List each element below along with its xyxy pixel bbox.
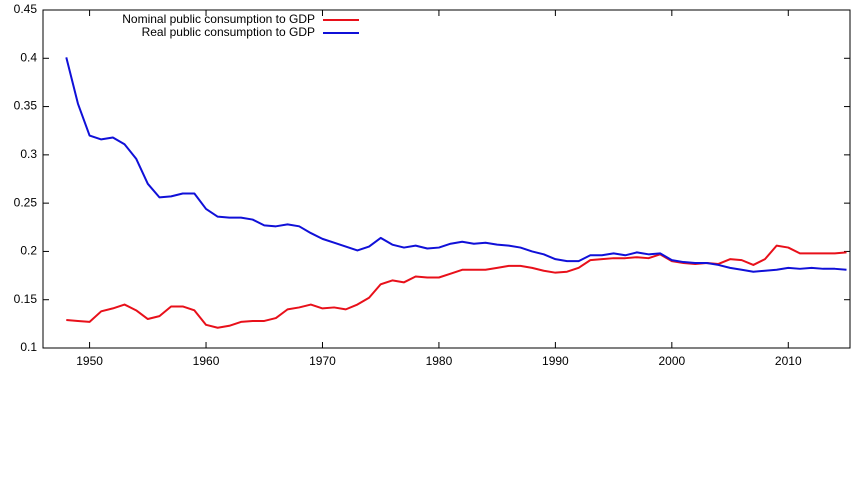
legend-label: Real public consumption to GDP — [142, 25, 315, 39]
x-tick-label: 1950 — [76, 354, 103, 368]
x-tick-label: 2010 — [775, 354, 802, 368]
y-tick-label: 0.15 — [14, 292, 38, 306]
y-tick-label: 0.45 — [14, 2, 38, 16]
data-line — [65, 57, 847, 273]
plot-frame — [42, 9, 851, 349]
y-tick-label: 0.35 — [14, 99, 38, 113]
y-tick-label: 0.25 — [14, 195, 38, 209]
y-tick-label: 0.2 — [20, 244, 37, 258]
x-tick-label: 2000 — [658, 354, 685, 368]
y-tick-label: 0.4 — [20, 50, 37, 64]
y-tick-label: 0.3 — [20, 147, 37, 161]
x-tick-label: 1980 — [426, 354, 453, 368]
x-tick-label: 1970 — [309, 354, 336, 368]
x-tick-label: 1960 — [193, 354, 220, 368]
legend-label: Nominal public consumption to GDP — [122, 12, 315, 26]
y-tick-label: 0.1 — [20, 340, 37, 354]
data-line — [66, 244, 847, 329]
x-tick-label: 1990 — [542, 354, 569, 368]
